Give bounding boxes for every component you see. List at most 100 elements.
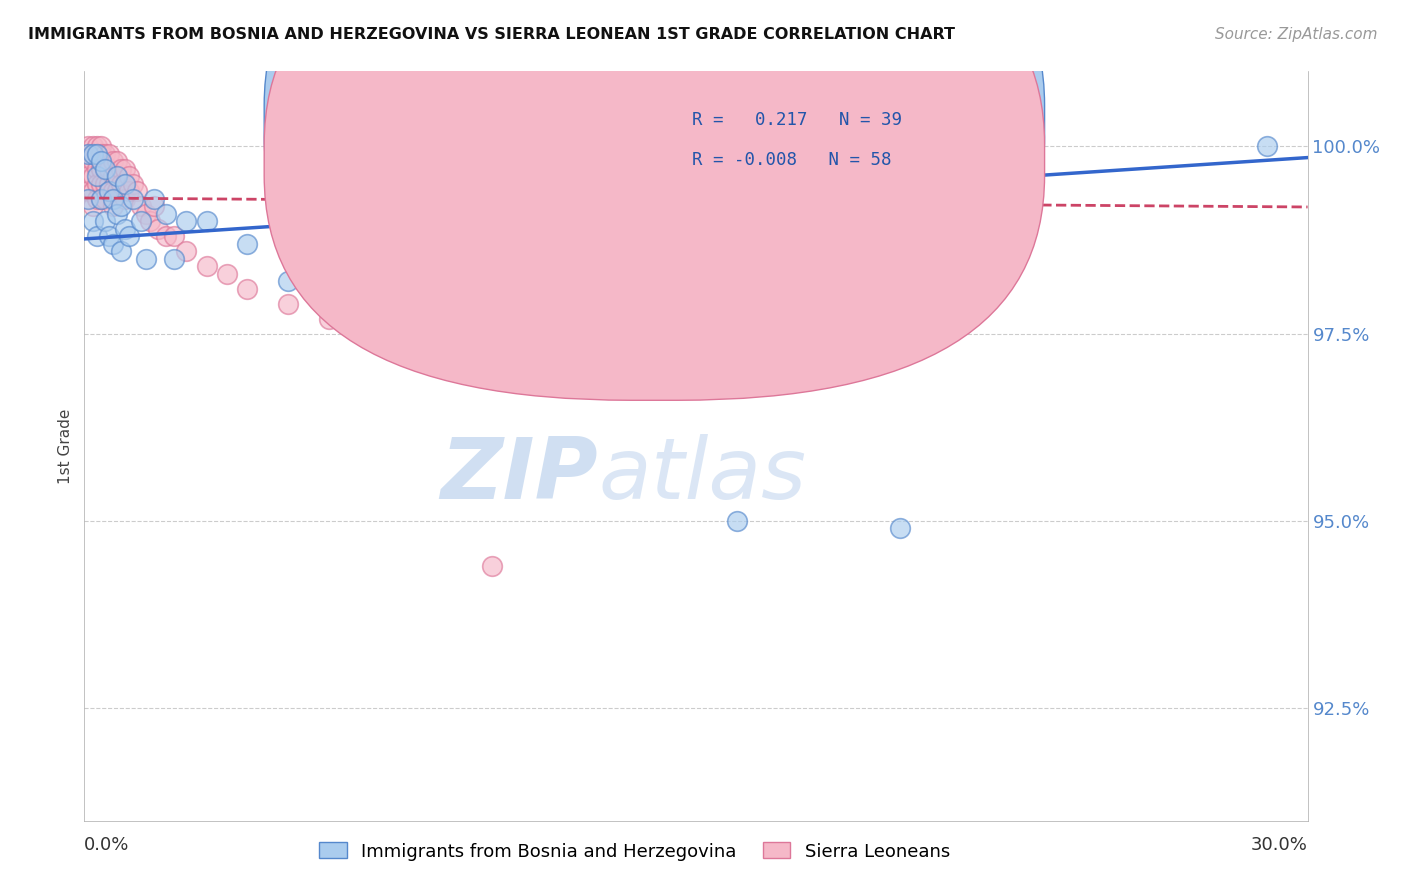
Point: [138, 214, 160, 228]
Point: [105, 169, 128, 184]
Point: [82, 184, 104, 198]
Point: [114, 161, 136, 176]
Point: [77, 154, 100, 169]
Point: [90, 177, 112, 191]
Y-axis label: 1st Grade: 1st Grade: [58, 409, 73, 483]
Point: [725, 296, 748, 310]
Point: [195, 259, 218, 273]
Point: [82, 146, 104, 161]
Point: [77, 192, 100, 206]
Point: [90, 192, 112, 206]
Point: [481, 184, 503, 198]
Point: [101, 184, 124, 198]
Point: [77, 169, 100, 184]
Point: [142, 199, 165, 213]
Point: [90, 154, 112, 169]
Point: [122, 177, 145, 191]
Point: [97, 177, 120, 191]
Point: [97, 229, 120, 244]
Text: IMMIGRANTS FROM BOSNIA AND HERZEGOVINA VS SIERRA LEONEAN 1ST GRADE CORRELATION C: IMMIGRANTS FROM BOSNIA AND HERZEGOVINA V…: [28, 27, 955, 42]
Point: [142, 192, 165, 206]
Point: [110, 177, 132, 191]
Point: [277, 274, 299, 288]
Point: [86, 146, 108, 161]
Point: [163, 252, 186, 266]
Point: [114, 221, 136, 235]
Point: [90, 146, 112, 161]
Point: [110, 244, 132, 259]
Point: [101, 199, 124, 213]
Point: [90, 192, 112, 206]
Point: [889, 521, 911, 535]
Point: [101, 154, 124, 169]
Text: atlas: atlas: [598, 434, 806, 517]
Point: [93, 146, 115, 161]
Point: [174, 244, 197, 259]
Text: 0.0%: 0.0%: [84, 836, 129, 854]
Point: [97, 184, 120, 198]
Point: [86, 146, 108, 161]
Point: [174, 214, 197, 228]
Point: [380, 267, 402, 281]
Point: [82, 169, 104, 184]
Point: [105, 184, 128, 198]
FancyBboxPatch shape: [264, 0, 1045, 401]
Text: R = -0.008   N = 58: R = -0.008 N = 58: [692, 151, 891, 169]
Point: [86, 161, 108, 176]
Point: [1256, 139, 1278, 153]
Point: [114, 177, 136, 191]
Point: [127, 184, 149, 198]
Point: [93, 192, 115, 206]
Point: [82, 199, 104, 213]
Point: [155, 229, 177, 244]
Text: Source: ZipAtlas.com: Source: ZipAtlas.com: [1215, 27, 1378, 42]
Point: [155, 207, 177, 221]
Point: [146, 221, 169, 235]
Point: [77, 146, 100, 161]
Point: [118, 229, 141, 244]
Point: [318, 236, 340, 251]
Point: [277, 296, 299, 310]
Point: [86, 139, 108, 153]
Point: [118, 169, 141, 184]
Point: [101, 192, 124, 206]
Point: [86, 192, 108, 206]
Point: [97, 161, 120, 176]
Point: [725, 514, 748, 528]
Point: [97, 146, 120, 161]
Point: [82, 146, 104, 161]
Point: [93, 161, 115, 176]
Point: [122, 192, 145, 206]
Point: [77, 184, 100, 198]
Point: [131, 214, 153, 228]
Point: [77, 139, 100, 153]
Point: [93, 161, 115, 176]
FancyBboxPatch shape: [605, 87, 977, 195]
Point: [135, 207, 157, 221]
Point: [90, 139, 112, 153]
Point: [105, 154, 128, 169]
Point: [82, 214, 104, 228]
Text: 30.0%: 30.0%: [1251, 836, 1308, 854]
Point: [82, 154, 104, 169]
Point: [110, 199, 132, 213]
Point: [217, 267, 239, 281]
FancyBboxPatch shape: [264, 0, 1045, 361]
Point: [114, 192, 136, 206]
Point: [90, 161, 112, 176]
Point: [114, 177, 136, 191]
Point: [110, 161, 132, 176]
Point: [86, 229, 108, 244]
Text: R =   0.217   N = 39: R = 0.217 N = 39: [692, 112, 903, 129]
Point: [77, 146, 100, 161]
Legend: Immigrants from Bosnia and Herzegovina, Sierra Leoneans: Immigrants from Bosnia and Herzegovina, …: [312, 835, 957, 868]
Point: [131, 199, 153, 213]
Point: [318, 311, 340, 326]
Point: [163, 229, 186, 244]
Point: [105, 169, 128, 184]
Point: [481, 558, 503, 573]
Point: [82, 139, 104, 153]
Point: [101, 236, 124, 251]
Point: [135, 252, 157, 266]
Point: [86, 169, 108, 184]
